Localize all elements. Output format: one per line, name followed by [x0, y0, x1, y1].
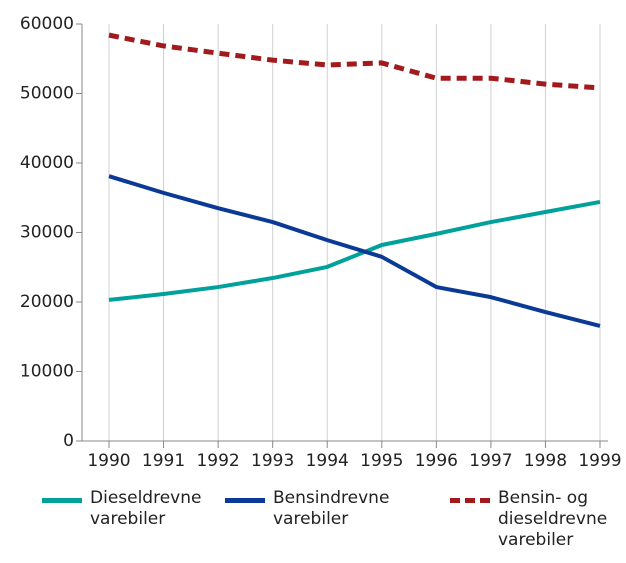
series-line: [108, 174, 601, 328]
y-tick-label: 40000: [20, 153, 74, 173]
legend-swatch: [225, 498, 265, 503]
legend-item: Dieseldrevne varebiler: [42, 488, 220, 530]
x-tick-label: 1990: [87, 451, 130, 471]
x-tick-label: 1992: [196, 451, 239, 471]
y-tick-label: 10000: [20, 362, 74, 382]
y-tick-label: 60000: [20, 14, 74, 34]
legend-label: Dieseldrevne varebiler: [90, 488, 202, 529]
x-tick-label: 1999: [578, 451, 621, 471]
x-tick-label: 1993: [251, 451, 294, 471]
legend-item: Bensin- og dieseldrevne varebiler: [450, 488, 608, 551]
y-tick-label: 20000: [20, 292, 74, 312]
legend-label: Bensin- og dieseldrevne varebiler: [498, 488, 608, 550]
x-tick-label: 1996: [415, 451, 458, 471]
series-line: [108, 199, 601, 302]
y-tick-label: 0: [63, 431, 74, 451]
legend-swatch: [42, 498, 82, 503]
y-tick-label: 50000: [20, 84, 74, 104]
x-tick-label: 1995: [360, 451, 403, 471]
y-tick-label: 30000: [20, 223, 74, 243]
legend-label: Bensindrevne varebiler: [273, 488, 390, 529]
legend: Dieseldrevne varebiler Bensindrevne vareb…: [0, 488, 626, 563]
legend-item: Bensindrevne varebiler: [225, 488, 403, 530]
x-tick-label: 1997: [469, 451, 512, 471]
legend-swatch: [450, 498, 490, 503]
series-line: [108, 32, 601, 91]
x-tick-label: 1991: [142, 451, 185, 471]
x-tick-label: 1994: [306, 451, 349, 471]
chart: 1990 1991 1992 1993 1994 1995 1996 1997 1998 1999…: [20, 14, 622, 471]
x-tick-label: 1998: [524, 451, 567, 471]
